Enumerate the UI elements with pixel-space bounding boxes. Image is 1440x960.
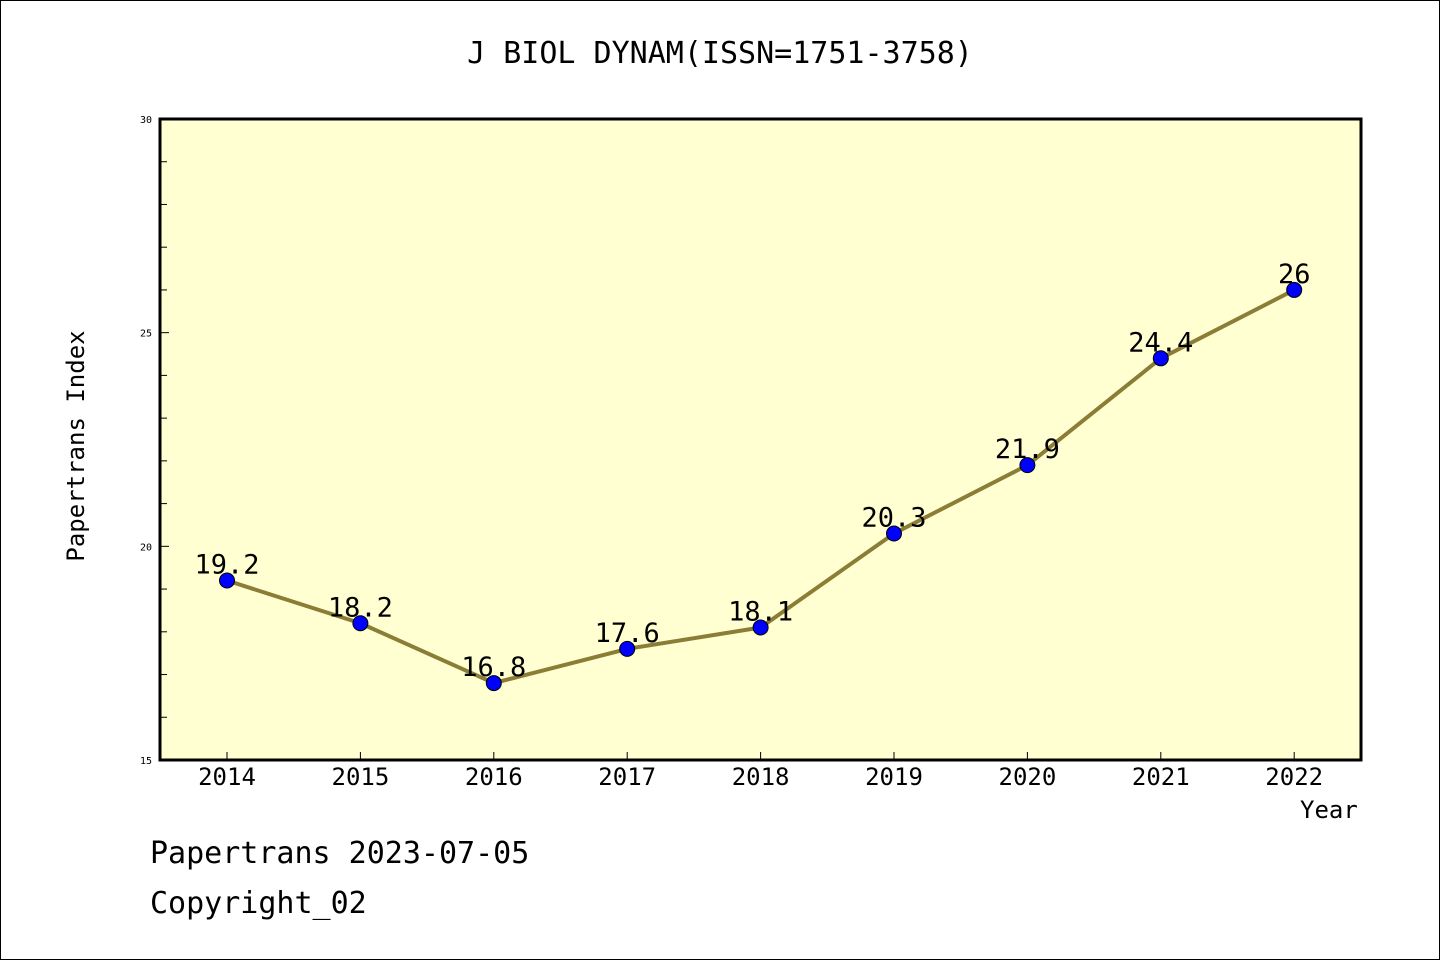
data-label: 16.8: [461, 652, 526, 683]
data-label: 18.2: [328, 592, 393, 623]
data-label: 18.1: [728, 597, 793, 628]
x-tick-label: 2016: [465, 763, 523, 791]
x-tick-label: 2018: [732, 763, 790, 791]
y-tick-label: 30: [140, 115, 152, 126]
footer-date: Papertrans 2023-07-05: [150, 836, 530, 871]
data-point-marker: [485, 675, 502, 692]
data-labels: 19.2 18.2 16.8 17.6 18.1 20.3 21.9 24.4 26: [194, 259, 1310, 683]
data-label: 17.6: [595, 618, 660, 649]
footer-copyright: Copyright_02: [150, 886, 367, 921]
data-label: 24.4: [1128, 327, 1193, 358]
data-point-marker: [219, 572, 235, 589]
y-tick-label: 25: [140, 329, 152, 340]
data-point-marker: [1286, 281, 1303, 298]
series-line-group: [219, 281, 1303, 692]
data-point-marker: [886, 525, 902, 542]
x-tick-label: 2015: [332, 763, 390, 791]
chart-title: J BIOL DYNAM(ISSN=1751-3758): [467, 36, 973, 71]
y-tick-label: 15: [140, 756, 152, 767]
data-label: 21.9: [995, 434, 1060, 465]
x-tick-label: 2014: [198, 763, 256, 791]
x-tick-label: 2021: [1132, 763, 1190, 791]
x-axis-title: Year: [1300, 796, 1358, 824]
y-axis-ticks: 15 20 25 30: [140, 115, 169, 767]
y-tick-label: 20: [140, 542, 152, 553]
data-point-marker: [752, 619, 769, 636]
x-tick-label: 2017: [598, 763, 656, 791]
x-axis-ticks: 2014 2015 2016 2017 2018 2019 2020 2021 2022: [198, 752, 1323, 791]
plot-area: [158, 117, 1363, 762]
data-point-marker: [1152, 350, 1169, 367]
data-point-marker: [352, 615, 369, 632]
x-tick-label: 2020: [999, 763, 1057, 791]
data-point-marker: [1019, 457, 1036, 474]
x-tick-label: 2019: [865, 763, 923, 791]
data-point-marker: [619, 640, 636, 657]
data-label: 20.3: [861, 503, 926, 534]
data-label: 19.2: [194, 550, 259, 581]
x-tick-label: 2022: [1265, 763, 1323, 791]
data-label: 26: [1278, 259, 1311, 290]
